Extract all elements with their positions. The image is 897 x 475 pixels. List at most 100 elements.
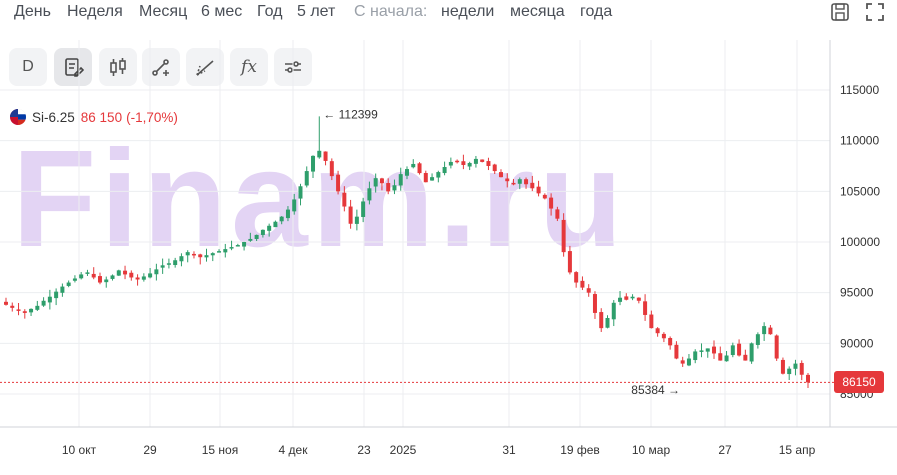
candle-body [323, 151, 328, 161]
flag-icon [10, 109, 26, 125]
candle-body [16, 309, 21, 311]
x-tick-label: 2025 [390, 443, 417, 457]
candle-body [430, 177, 435, 181]
candle-body [693, 351, 698, 361]
candle-body [248, 238, 253, 241]
x-tick-label: 10 окт [62, 443, 97, 457]
fullscreen-icon[interactable] [865, 2, 885, 22]
y-tick-label: 100000 [840, 235, 880, 249]
candle-body [762, 326, 767, 335]
candle-body [780, 359, 785, 374]
candle-body [229, 247, 234, 249]
x-tick-label: 15 ноя [202, 443, 238, 457]
candle-body [85, 272, 90, 274]
candle-body [329, 161, 334, 177]
candle-body [254, 234, 259, 239]
candle-body [511, 182, 516, 185]
period-day[interactable]: День [14, 3, 51, 20]
since-year[interactable]: года [580, 3, 613, 20]
candle-body [135, 277, 140, 280]
timeframe-button[interactable]: D [9, 48, 47, 86]
candle-body [661, 333, 666, 339]
candle-body [624, 296, 629, 300]
candle-body [405, 169, 409, 176]
candle-body [592, 294, 597, 313]
candle-body [4, 301, 8, 305]
candle-body [611, 302, 616, 320]
candle-body [749, 343, 754, 362]
candle-body [599, 312, 604, 329]
candle-body [398, 174, 403, 186]
candle-body [217, 251, 222, 253]
chart-type-button[interactable] [99, 48, 137, 86]
candle-body [54, 291, 59, 299]
candle-body [643, 301, 648, 315]
candle-body [655, 328, 660, 334]
period-month[interactable]: Месяц [139, 3, 188, 20]
since-month[interactable]: месяца [510, 3, 565, 20]
candle-body [524, 179, 529, 185]
candle-body [486, 161, 491, 166]
candle-body [806, 374, 810, 383]
candle-body [110, 275, 115, 279]
candle-body [10, 305, 15, 308]
candle-body [292, 199, 297, 212]
trend-button[interactable] [186, 48, 224, 86]
candle-body [342, 192, 347, 207]
candle-body [79, 274, 84, 279]
y-tick-label: 110000 [840, 134, 879, 148]
candle-body [774, 335, 779, 359]
note-edit-button[interactable] [54, 48, 92, 86]
candle-body [173, 260, 178, 266]
candle-body [185, 252, 190, 256]
period-six-months[interactable]: 6 мес [201, 3, 243, 20]
candle-body [730, 345, 735, 356]
candle-body [787, 368, 792, 375]
candle-body [41, 300, 46, 306]
drawing-line-icon [152, 59, 169, 76]
x-tick-label: 15 апр [779, 443, 816, 457]
candle-body [505, 178, 510, 182]
candles-icon [110, 58, 126, 76]
since-week[interactable]: недели [441, 3, 495, 20]
candle-body [618, 297, 623, 302]
y-tick-label: 115000 [840, 83, 879, 97]
high-annotation: ← 112399 [323, 107, 378, 121]
candle-body [123, 270, 128, 275]
candle-body [154, 269, 159, 275]
candle-body [743, 354, 748, 361]
save-icon[interactable] [830, 2, 850, 22]
candlestick-chart[interactable]: 1150001100001050001000009500090000850001… [0, 40, 897, 475]
candle-body [442, 167, 447, 174]
ticker-info: Si-6.25 86 150 (-1,70%) [10, 108, 178, 126]
candle-body [166, 263, 171, 265]
candle-body [680, 360, 685, 364]
period-five-years[interactable]: 5 лет [297, 3, 336, 20]
x-tick-label: 31 [502, 443, 516, 457]
candle-body [386, 183, 391, 192]
candle-body [66, 282, 71, 286]
note-edit-icon [65, 58, 84, 77]
candle-body [361, 201, 366, 217]
indicator-button[interactable]: fx [230, 48, 268, 86]
candle-body [567, 251, 572, 273]
candle-body [304, 171, 309, 186]
x-tick-label: 29 [143, 443, 157, 457]
candle-body [223, 249, 228, 253]
candle-body [492, 164, 497, 172]
period-week[interactable]: Неделя [67, 3, 123, 20]
drawing-button[interactable] [142, 48, 180, 86]
candle-body [285, 209, 290, 219]
indicator-fx-icon: fx [241, 57, 257, 77]
candle-body [467, 162, 472, 167]
candle-body [517, 179, 522, 184]
candle-body [97, 276, 102, 283]
candle-body [160, 265, 165, 268]
candle-body [379, 178, 384, 184]
period-year[interactable]: Год [257, 3, 283, 20]
candle-body [712, 346, 717, 354]
candle-body [480, 159, 485, 162]
candle-body [699, 350, 704, 352]
ticker-price: 86 150 [80, 109, 123, 125]
trend-line-icon [196, 60, 214, 76]
